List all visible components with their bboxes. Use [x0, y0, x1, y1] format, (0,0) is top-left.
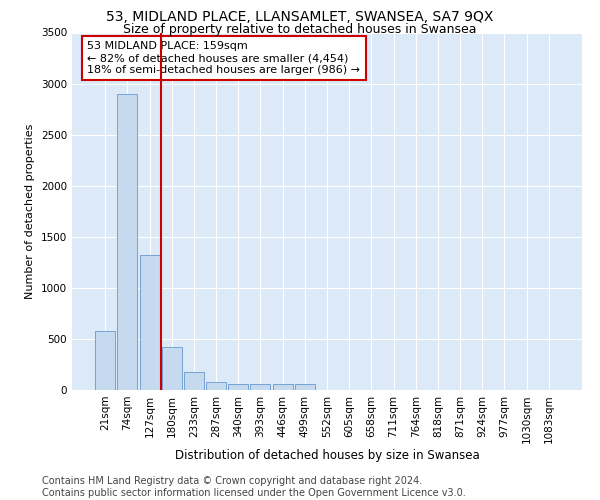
Text: 53, MIDLAND PLACE, LLANSAMLET, SWANSEA, SA7 9QX: 53, MIDLAND PLACE, LLANSAMLET, SWANSEA, …	[106, 10, 494, 24]
Bar	[184, 372, 204, 390]
Text: Contains HM Land Registry data © Crown copyright and database right 2024.
Contai: Contains HM Land Registry data © Crown c…	[42, 476, 466, 498]
Bar	[118, 94, 137, 390]
Bar	[95, 331, 115, 390]
Y-axis label: Number of detached properties: Number of detached properties	[25, 124, 35, 299]
Bar	[206, 382, 226, 390]
Bar	[272, 384, 293, 390]
Text: 53 MIDLAND PLACE: 159sqm
← 82% of detached houses are smaller (4,454)
18% of sem: 53 MIDLAND PLACE: 159sqm ← 82% of detach…	[88, 42, 360, 74]
X-axis label: Distribution of detached houses by size in Swansea: Distribution of detached houses by size …	[175, 449, 479, 462]
Bar	[228, 384, 248, 390]
Bar	[162, 347, 182, 390]
Text: Size of property relative to detached houses in Swansea: Size of property relative to detached ho…	[123, 22, 477, 36]
Bar	[140, 255, 160, 390]
Bar	[295, 384, 315, 390]
Bar	[250, 384, 271, 390]
